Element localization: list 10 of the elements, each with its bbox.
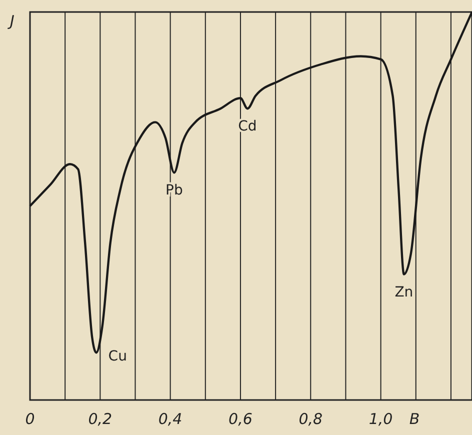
- annotation: Cu: [108, 348, 127, 365]
- x-axis-title: B: [409, 410, 420, 428]
- x-tick-label: 0,6: [228, 410, 252, 428]
- x-tick-label: 0,2: [88, 410, 112, 428]
- y-axis-title: J: [7, 12, 14, 30]
- x-tick-label: 0,8: [298, 410, 323, 428]
- x-tick-label: 0: [25, 410, 35, 428]
- x-tick-label: 0,4: [158, 410, 182, 428]
- x-tick-label: 1,0: [368, 410, 393, 428]
- annotation: Zn: [394, 284, 414, 300]
